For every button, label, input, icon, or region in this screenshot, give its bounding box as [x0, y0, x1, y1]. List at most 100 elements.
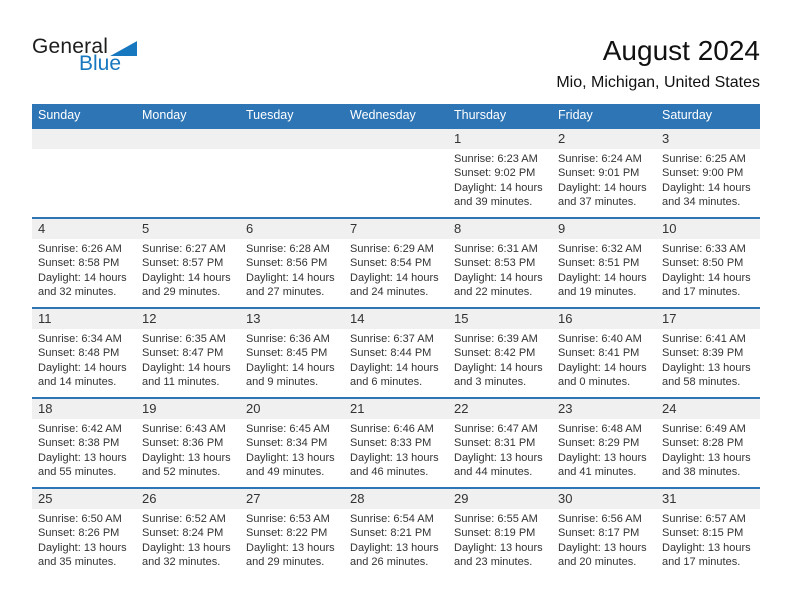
- day-number: 31: [656, 488, 760, 509]
- day-cell: 28 Sunrise: 6:54 AM Sunset: 8:21 PM Dayligh…: [344, 488, 448, 577]
- day-cell-empty: [240, 128, 344, 217]
- day-details: Sunrise: 6:29 AM Sunset: 8:54 PM Daylight:…: [344, 239, 448, 300]
- sunset-text: Sunset: 8:51 PM: [558, 257, 640, 270]
- daylight-text: Daylight: 13 hours and 35 minutes.: [38, 541, 127, 569]
- day-number: 25: [32, 488, 136, 509]
- sunset-text: Sunset: 8:42 PM: [454, 347, 536, 360]
- day-details: Sunrise: 6:26 AM Sunset: 8:58 PM Daylight:…: [32, 239, 136, 300]
- daylight-text: Daylight: 14 hours and 29 minutes.: [142, 271, 231, 299]
- sunset-text: Sunset: 8:26 PM: [38, 527, 120, 540]
- sunrise-text: Sunrise: 6:43 AM: [142, 422, 226, 435]
- sunset-text: Sunset: 8:56 PM: [246, 257, 328, 270]
- day-number: [136, 128, 240, 149]
- day-cell: 17 Sunrise: 6:41 AM Sunset: 8:39 PM Dayligh…: [656, 308, 760, 397]
- day-number: 2: [552, 128, 656, 149]
- week-row: 1 Sunrise: 6:23 AM Sunset: 9:02 PM Daylight…: [32, 126, 760, 217]
- daylight-text: Daylight: 13 hours and 38 minutes.: [662, 451, 751, 479]
- day-cell: 29 Sunrise: 6:55 AM Sunset: 8:19 PM Dayligh…: [448, 488, 552, 577]
- sunrise-text: Sunrise: 6:37 AM: [350, 332, 434, 345]
- day-details: Sunrise: 6:24 AM Sunset: 9:01 PM Daylight:…: [552, 149, 656, 210]
- logo-text-general: General: [32, 35, 109, 58]
- day-number: 17: [656, 308, 760, 329]
- daylight-text: Daylight: 14 hours and 27 minutes.: [246, 271, 335, 299]
- sunrise-text: Sunrise: 6:49 AM: [662, 422, 746, 435]
- day-cell: 20 Sunrise: 6:45 AM Sunset: 8:34 PM Dayligh…: [240, 398, 344, 487]
- day-cell: 21 Sunrise: 6:46 AM Sunset: 8:33 PM Dayligh…: [344, 398, 448, 487]
- day-number: 1: [448, 128, 552, 149]
- day-number: 6: [240, 218, 344, 239]
- day-cell: 13 Sunrise: 6:36 AM Sunset: 8:45 PM Dayligh…: [240, 308, 344, 397]
- sunrise-text: Sunrise: 6:40 AM: [558, 332, 642, 345]
- sunrise-text: Sunrise: 6:46 AM: [350, 422, 434, 435]
- day-details: Sunrise: 6:50 AM Sunset: 8:26 PM Daylight:…: [32, 509, 136, 570]
- day-details: Sunrise: 6:45 AM Sunset: 8:34 PM Daylight:…: [240, 419, 344, 480]
- day-cell: 1 Sunrise: 6:23 AM Sunset: 9:02 PM Daylight…: [448, 128, 552, 217]
- day-details: Sunrise: 6:47 AM Sunset: 8:31 PM Daylight:…: [448, 419, 552, 480]
- daylight-text: Daylight: 13 hours and 58 minutes.: [662, 361, 751, 389]
- daylight-text: Daylight: 13 hours and 55 minutes.: [38, 451, 127, 479]
- week-row: 4 Sunrise: 6:26 AM Sunset: 8:58 PM Daylight…: [32, 216, 760, 307]
- logo-text-blue: Blue: [79, 52, 122, 75]
- day-details: [32, 149, 136, 152]
- daylight-text: Daylight: 13 hours and 32 minutes.: [142, 541, 231, 569]
- day-number: 22: [448, 398, 552, 419]
- daylight-text: Daylight: 14 hours and 34 minutes.: [662, 181, 751, 209]
- day-number: 11: [32, 308, 136, 329]
- sunrise-text: Sunrise: 6:55 AM: [454, 512, 538, 525]
- daylight-text: Daylight: 14 hours and 19 minutes.: [558, 271, 647, 299]
- daylight-text: Daylight: 14 hours and 39 minutes.: [454, 181, 543, 209]
- day-details: [344, 149, 448, 152]
- day-cell: 15 Sunrise: 6:39 AM Sunset: 8:42 PM Dayligh…: [448, 308, 552, 397]
- day-cell-empty: [32, 128, 136, 217]
- page-header: General Blue August 2024 Mio, Michigan, …: [0, 0, 792, 92]
- calendar-weeks: 1 Sunrise: 6:23 AM Sunset: 9:02 PM Daylight…: [32, 126, 760, 577]
- day-details: [136, 149, 240, 152]
- day-cell: 19 Sunrise: 6:43 AM Sunset: 8:36 PM Dayligh…: [136, 398, 240, 487]
- day-details: Sunrise: 6:40 AM Sunset: 8:41 PM Daylight:…: [552, 329, 656, 390]
- sunrise-text: Sunrise: 6:42 AM: [38, 422, 122, 435]
- day-details: Sunrise: 6:42 AM Sunset: 8:38 PM Daylight:…: [32, 419, 136, 480]
- day-cell: 5 Sunrise: 6:27 AM Sunset: 8:57 PM Daylight…: [136, 218, 240, 307]
- sunrise-text: Sunrise: 6:32 AM: [558, 242, 642, 255]
- sunrise-text: Sunrise: 6:25 AM: [662, 152, 746, 165]
- weekday-header-friday: Friday: [558, 107, 593, 122]
- day-number: 28: [344, 488, 448, 509]
- day-cell: 8 Sunrise: 6:31 AM Sunset: 8:53 PM Daylight…: [448, 218, 552, 307]
- page-title: August 2024: [602, 35, 760, 66]
- logo-word-general: General: [32, 35, 138, 58]
- day-cell: 6 Sunrise: 6:28 AM Sunset: 8:56 PM Daylight…: [240, 218, 344, 307]
- day-number: 10: [656, 218, 760, 239]
- day-number: [344, 128, 448, 149]
- day-number: 15: [448, 308, 552, 329]
- day-cell: 22 Sunrise: 6:47 AM Sunset: 8:31 PM Dayligh…: [448, 398, 552, 487]
- day-details: Sunrise: 6:32 AM Sunset: 8:51 PM Daylight:…: [552, 239, 656, 300]
- day-number: 21: [344, 398, 448, 419]
- sunset-text: Sunset: 8:41 PM: [558, 347, 640, 360]
- day-number: 23: [552, 398, 656, 419]
- week-row: 11 Sunrise: 6:34 AM Sunset: 8:48 PM Dayligh…: [32, 306, 760, 397]
- sunset-text: Sunset: 8:38 PM: [38, 437, 120, 450]
- day-number: 20: [240, 398, 344, 419]
- day-details: [240, 149, 344, 152]
- sunset-text: Sunset: 8:29 PM: [558, 437, 640, 450]
- sunrise-text: Sunrise: 6:48 AM: [558, 422, 642, 435]
- day-cell-empty: [136, 128, 240, 217]
- daylight-text: Daylight: 13 hours and 52 minutes.: [142, 451, 231, 479]
- day-cell: 27 Sunrise: 6:53 AM Sunset: 8:22 PM Dayligh…: [240, 488, 344, 577]
- day-number: [240, 128, 344, 149]
- daylight-text: Daylight: 14 hours and 9 minutes.: [246, 361, 335, 389]
- day-details: Sunrise: 6:46 AM Sunset: 8:33 PM Daylight:…: [344, 419, 448, 480]
- day-details: Sunrise: 6:34 AM Sunset: 8:48 PM Daylight:…: [32, 329, 136, 390]
- week-row: 25 Sunrise: 6:50 AM Sunset: 8:26 PM Dayligh…: [32, 486, 760, 577]
- sunset-text: Sunset: 8:44 PM: [350, 347, 432, 360]
- day-cell: 7 Sunrise: 6:29 AM Sunset: 8:54 PM Daylight…: [344, 218, 448, 307]
- day-details: Sunrise: 6:25 AM Sunset: 9:00 PM Daylight:…: [656, 149, 760, 210]
- sunset-text: Sunset: 8:47 PM: [142, 347, 224, 360]
- sunrise-text: Sunrise: 6:56 AM: [558, 512, 642, 525]
- sunset-text: Sunset: 8:19 PM: [454, 527, 536, 540]
- day-number: 27: [240, 488, 344, 509]
- day-number: 3: [656, 128, 760, 149]
- day-number: 26: [136, 488, 240, 509]
- sunrise-text: Sunrise: 6:41 AM: [662, 332, 746, 345]
